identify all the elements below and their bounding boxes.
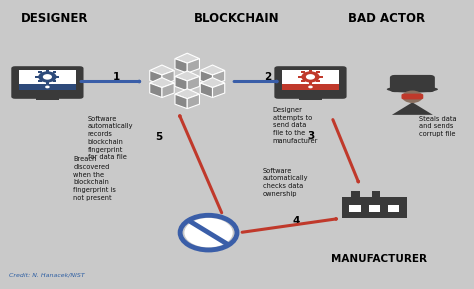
- Polygon shape: [212, 83, 225, 97]
- Bar: [282, 84, 339, 90]
- Bar: [309, 70, 312, 72]
- Text: Software
automatically
checks data
ownership: Software automatically checks data owner…: [263, 168, 309, 197]
- Polygon shape: [175, 94, 187, 109]
- Polygon shape: [187, 59, 200, 73]
- Circle shape: [38, 71, 56, 82]
- Text: 2: 2: [264, 72, 272, 81]
- Bar: [316, 71, 319, 73]
- Polygon shape: [162, 71, 174, 85]
- Polygon shape: [200, 78, 225, 88]
- Bar: [299, 98, 322, 99]
- Text: DESIGNER: DESIGNER: [21, 12, 88, 25]
- Polygon shape: [175, 53, 200, 63]
- Text: MANUFACTURER: MANUFACTURER: [331, 254, 427, 264]
- FancyBboxPatch shape: [390, 75, 435, 92]
- Text: 1: 1: [112, 72, 120, 81]
- Ellipse shape: [387, 86, 438, 92]
- Polygon shape: [150, 78, 174, 88]
- Bar: [46, 70, 49, 72]
- Circle shape: [43, 74, 52, 80]
- Polygon shape: [200, 71, 212, 85]
- Bar: [53, 71, 56, 73]
- Polygon shape: [175, 77, 187, 91]
- Polygon shape: [187, 94, 200, 109]
- Circle shape: [308, 86, 313, 88]
- Bar: [45, 95, 50, 99]
- Text: Steals data
and sends
corrupt file: Steals data and sends corrupt file: [419, 116, 457, 137]
- Circle shape: [306, 74, 315, 80]
- Text: BAD ACTOR: BAD ACTOR: [348, 12, 425, 25]
- Bar: [19, 84, 76, 90]
- Circle shape: [45, 86, 50, 88]
- Text: Software
automatically
records
blockchain
fingerprint
for data file: Software automatically records blockchai…: [88, 116, 133, 160]
- Polygon shape: [175, 71, 200, 81]
- Polygon shape: [175, 59, 187, 73]
- Bar: [298, 76, 302, 78]
- Bar: [309, 82, 312, 84]
- Bar: [301, 71, 305, 73]
- Text: 4: 4: [292, 216, 300, 226]
- Bar: [36, 98, 59, 99]
- Polygon shape: [150, 83, 162, 97]
- Circle shape: [301, 71, 319, 82]
- Bar: [369, 205, 380, 212]
- Bar: [19, 70, 76, 90]
- Bar: [282, 70, 339, 90]
- Polygon shape: [150, 71, 162, 85]
- FancyBboxPatch shape: [274, 66, 346, 99]
- Text: Breach
discovered
when the
blockchain
fingerprint is
not present: Breach discovered when the blockchain fi…: [73, 156, 116, 201]
- Bar: [53, 80, 56, 82]
- FancyBboxPatch shape: [11, 66, 83, 99]
- Text: 5: 5: [155, 132, 163, 142]
- Bar: [319, 76, 323, 78]
- Polygon shape: [175, 89, 200, 99]
- Polygon shape: [212, 71, 225, 85]
- Circle shape: [180, 215, 237, 250]
- Bar: [308, 95, 313, 99]
- Bar: [38, 71, 42, 73]
- Bar: [38, 80, 42, 82]
- Polygon shape: [150, 65, 174, 75]
- Bar: [301, 80, 305, 82]
- Bar: [316, 80, 319, 82]
- Circle shape: [402, 90, 423, 103]
- Polygon shape: [200, 65, 225, 75]
- Bar: [35, 76, 39, 78]
- Bar: [349, 205, 361, 212]
- Polygon shape: [392, 102, 433, 115]
- Text: Credit: N. Hanacek/NIST: Credit: N. Hanacek/NIST: [9, 273, 85, 277]
- Text: BLOCKCHAIN: BLOCKCHAIN: [194, 12, 280, 25]
- Bar: [46, 82, 49, 84]
- Polygon shape: [187, 77, 200, 91]
- FancyBboxPatch shape: [401, 94, 423, 99]
- Polygon shape: [162, 83, 174, 97]
- Bar: [56, 76, 60, 78]
- Text: 3: 3: [307, 131, 314, 141]
- Circle shape: [184, 218, 233, 247]
- Polygon shape: [342, 191, 407, 218]
- Bar: [388, 205, 400, 212]
- Polygon shape: [200, 83, 212, 97]
- Text: Designer
attempts to
send data
file to the
manufacturer: Designer attempts to send data file to t…: [273, 107, 318, 144]
